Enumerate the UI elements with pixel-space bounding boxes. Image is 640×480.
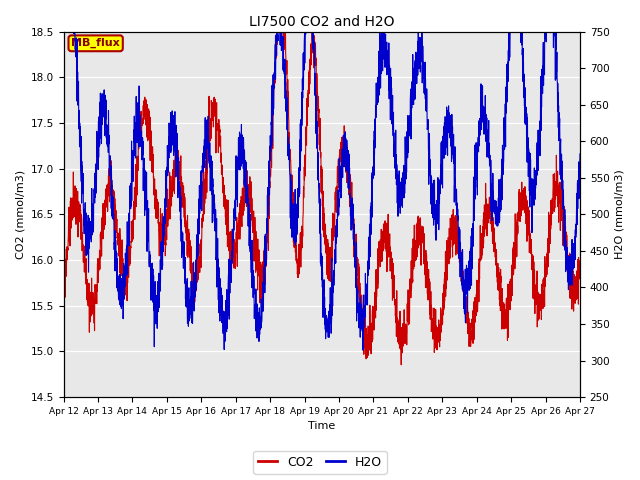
Title: LI7500 CO2 and H2O: LI7500 CO2 and H2O <box>249 15 394 29</box>
CO2 <box>273 29 281 35</box>
Line: H2O: H2O <box>63 32 580 350</box>
Legend: CO2, H2O: CO2, H2O <box>253 451 387 474</box>
CO2 <box>258 276 266 282</box>
H2O <box>566 282 574 288</box>
X-axis label: Time: Time <box>308 421 335 432</box>
CO2 <box>118 261 126 266</box>
CO2 <box>280 29 288 35</box>
Y-axis label: H2O (mmol/m3): H2O (mmol/m3) <box>615 169 625 259</box>
H2O <box>359 348 367 353</box>
CO2 <box>511 249 518 254</box>
H2O <box>118 276 126 281</box>
CO2 <box>60 285 67 291</box>
Y-axis label: CO2 (mmol/m3): CO2 (mmol/m3) <box>15 170 25 259</box>
H2O <box>576 151 584 156</box>
CO2 <box>576 272 584 278</box>
CO2 <box>149 169 157 175</box>
H2O <box>258 319 266 325</box>
H2O <box>60 29 67 35</box>
H2O <box>511 29 518 35</box>
Line: CO2: CO2 <box>63 32 580 365</box>
CO2 <box>566 284 574 289</box>
H2O <box>280 59 288 65</box>
H2O <box>149 300 157 305</box>
CO2 <box>397 362 405 368</box>
Text: MB_flux: MB_flux <box>71 38 120 48</box>
